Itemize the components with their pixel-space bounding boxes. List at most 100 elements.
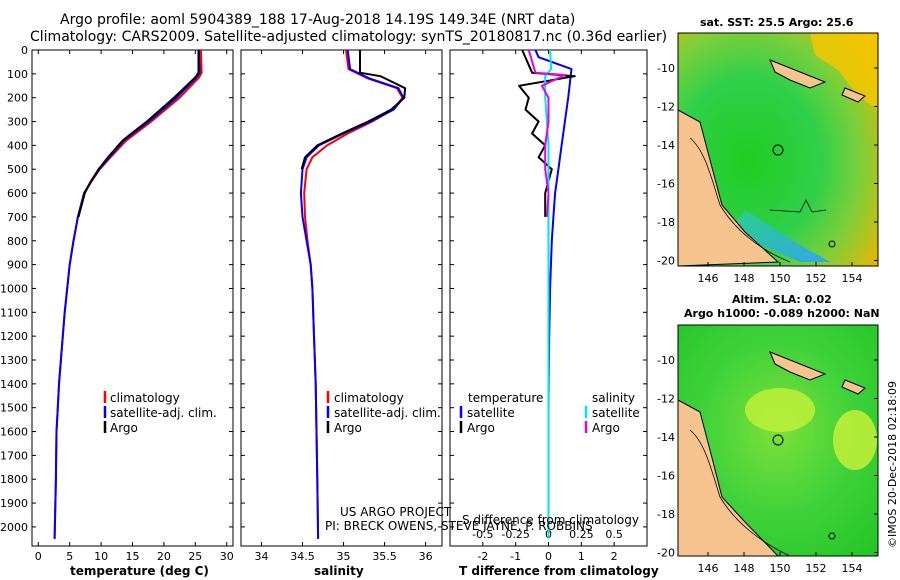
sst-australia-land <box>677 109 780 267</box>
y-tick-label: 1800 <box>0 473 28 486</box>
map-y-tick-label: -10 <box>657 354 675 367</box>
map-x-tick-label: 154 <box>842 272 863 285</box>
sla-high-patch <box>745 388 815 432</box>
plot-title-line2: Climatology: CARS2009. Satellite-adjuste… <box>30 29 668 45</box>
map-y-tick-label: -20 <box>657 547 675 560</box>
salinity-legend: climatology satellite-adj. clim. Argo <box>326 391 441 435</box>
plot-title-line1: Argo profile: aoml 5904389_188 17-Aug-20… <box>60 12 576 28</box>
sst-cool-coastal <box>730 210 830 262</box>
sst-argo-position <box>772 144 784 156</box>
y-tick-label: 800 <box>7 235 28 248</box>
temperature-legend: climatology satellite-adj. clim. Argo <box>103 391 217 435</box>
difference-panel: -2 -1 0 1 2-0.5 -0.25 0 0.25 0.5 <box>449 49 648 563</box>
series-line-argo <box>77 50 200 218</box>
sla-high-patch-east <box>833 410 877 470</box>
x-tick-label: 34 <box>255 550 269 563</box>
x-tick-label: 0 <box>545 550 552 563</box>
y-tick-label: 900 <box>7 259 28 272</box>
legend-label-satellite: satellite-adj. clim. <box>334 406 441 420</box>
x-tick-label: 30 <box>220 550 234 563</box>
x-tick-label: 1 <box>578 550 585 563</box>
map-x-tick-label: 146 <box>698 272 719 285</box>
y-tick-label: 1900 <box>0 497 28 510</box>
x-tick-label: 2 <box>611 550 618 563</box>
sla-map-title-line2: Argo h1000: -0.089 h2000: NaN <box>684 307 880 320</box>
x2-tick-label: -0.25 <box>501 528 529 541</box>
map-y-tick-label: -18 <box>657 508 675 521</box>
sst-depth-contour <box>689 137 791 263</box>
y-tick-label: 1000 <box>0 282 28 295</box>
x-tick-label: 25 <box>188 550 202 563</box>
sst-map <box>677 32 879 267</box>
temperature-xlabel: temperature (deg C) <box>70 564 209 578</box>
y-tick-label: 400 <box>7 139 28 152</box>
y-tick-label: 200 <box>7 92 28 105</box>
map-axes: 146 148 150 152 154 -10 -12 -14 -16 -18 -20 <box>657 62 878 285</box>
y-tick-label: 300 <box>7 116 28 129</box>
map-x-tick-label: 152 <box>806 272 827 285</box>
sla-map-frame <box>677 324 879 557</box>
y-tick-label: 0 <box>21 44 28 57</box>
sla-png-land <box>769 351 827 381</box>
map-x-tick-label: 154 <box>842 562 863 575</box>
map-y-tick-label: -12 <box>657 393 675 406</box>
y-tick-label: 1400 <box>0 378 28 391</box>
x2-tick-label: 0.5 <box>605 528 623 541</box>
project-label: US ARGO PROJECT <box>340 505 452 519</box>
sst-map-title: sat. SST: 25.5 Argo: 25.6 <box>700 16 854 29</box>
sst-warm-patch <box>810 33 878 110</box>
sst-island <box>841 87 866 103</box>
x-tick-label: -1 <box>510 550 521 563</box>
salinity-axes-frame <box>240 49 443 547</box>
map-x-tick-label: 148 <box>734 562 755 575</box>
legend-title-salinity: salinity <box>592 391 635 405</box>
map-y-tick-label: -16 <box>657 470 675 483</box>
x2-tick-label: -0.5 <box>472 528 493 541</box>
y-tick-label: 100 <box>7 68 28 81</box>
map-y-tick-label: -14 <box>657 139 675 152</box>
imos-credit: ©IMOS 20-Dec-2018 02:18:09 <box>886 381 899 548</box>
map-y-tick-label: -18 <box>657 216 675 229</box>
difference-legend: temperature satellite Argo salinity sate… <box>459 391 640 435</box>
legend-label-satellite: satellite-adj. clim. <box>110 406 217 420</box>
sst-reef-contour <box>769 199 827 213</box>
map-y-tick-label: -20 <box>657 255 675 268</box>
map-x-tick-label: 150 <box>770 562 791 575</box>
x-tick-label: 0 <box>35 550 42 563</box>
x-tick-label: 15 <box>126 550 140 563</box>
map-x-tick-label: 148 <box>734 272 755 285</box>
sst-map-frame <box>677 32 879 267</box>
series-line-argo <box>300 50 407 170</box>
map-y-tick-label: -14 <box>657 431 675 444</box>
temperature-panel: 0100200300400500600700800900100011001200… <box>0 44 234 563</box>
sla-island <box>841 379 866 395</box>
pi-label: PI: BRECK OWENS, STEVE JAYNE, P. ROBBINS <box>325 519 593 533</box>
salinity-xlabel: salinity <box>314 564 364 578</box>
legend-label-s-argo: Argo <box>592 421 620 435</box>
y-tick-label: 1300 <box>0 354 28 367</box>
sla-map <box>677 324 879 557</box>
y-tick-label: 1200 <box>0 330 28 343</box>
map-y-tick-label: -10 <box>657 62 675 75</box>
y-tick-label: 1500 <box>0 402 28 415</box>
x2-tick-label: 0.25 <box>569 528 594 541</box>
difference-xlabel: T difference from climatology <box>459 564 659 578</box>
legend-label-t-satellite: satellite <box>467 406 515 420</box>
legend-label-climatology: climatology <box>110 391 180 405</box>
map-x-tick-label: 152 <box>806 562 827 575</box>
series-line-salinity-satellite <box>544 49 553 539</box>
sla-depth-contour <box>689 429 791 557</box>
y-tick-label: 2000 <box>0 521 28 534</box>
s-diff-axis-label: S difference from climatology <box>462 513 639 527</box>
x-tick-label: 35.5 <box>372 550 397 563</box>
y-tick-label: 1600 <box>0 426 28 439</box>
x-tick-label: 10 <box>94 550 108 563</box>
legend-label-t-argo: Argo <box>467 421 495 435</box>
sst-png-land <box>769 59 827 89</box>
legend-label-s-satellite: satellite <box>592 406 640 420</box>
sla-argo-position <box>772 434 784 446</box>
y-tick-label: 1100 <box>0 306 28 319</box>
series-line-satellite <box>53 49 201 539</box>
map-y-tick-label: -16 <box>657 178 675 191</box>
